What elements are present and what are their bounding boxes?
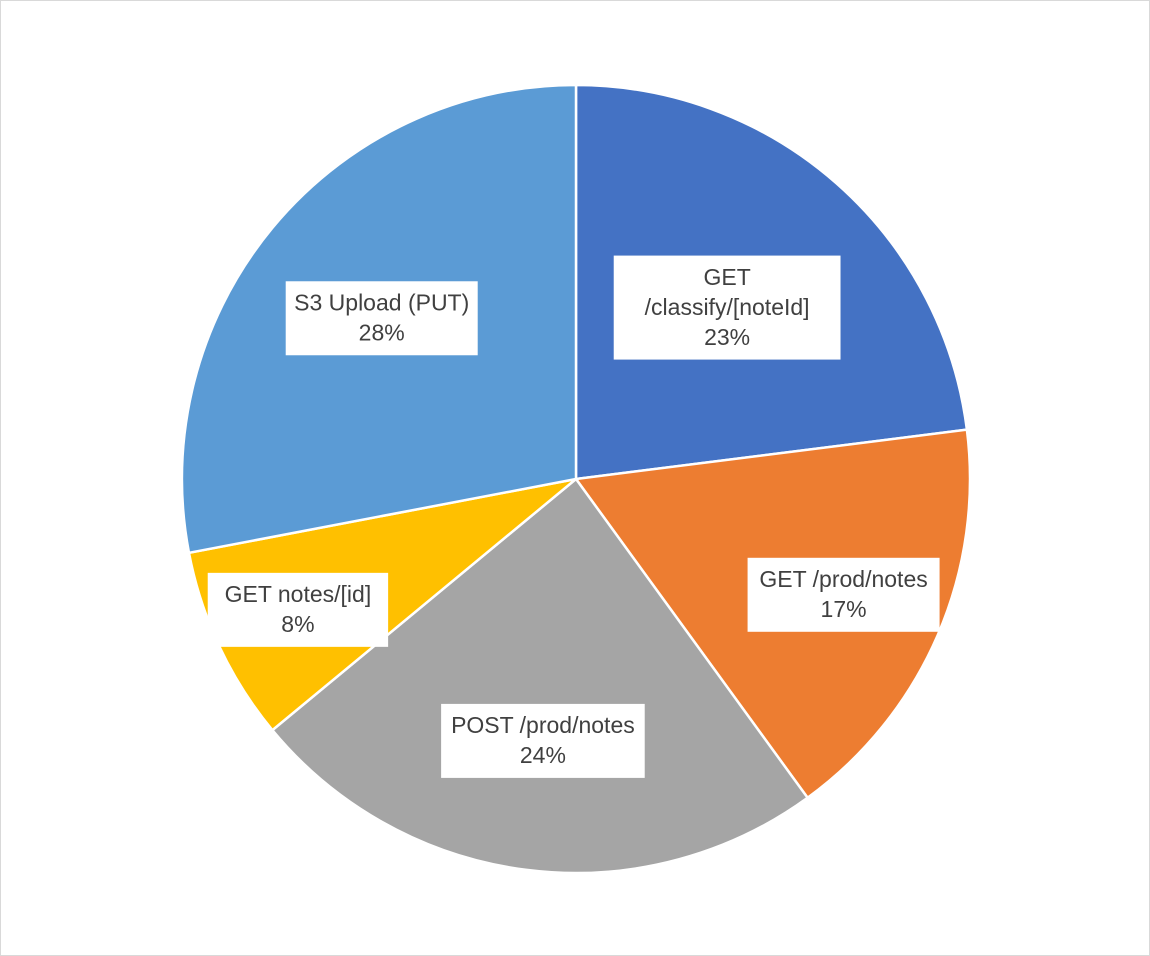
pie-slice-3 [270, 477, 810, 875]
data-label-percent: 17% [821, 596, 867, 622]
data-label-box [285, 281, 478, 356]
data-label-percent: 24% [520, 742, 566, 768]
data-label-category: /classify/[noteId] [645, 294, 810, 320]
data-label-5: S3 Upload (PUT) 28% [285, 281, 478, 356]
data-label-3: POST /prod/notes 24% [441, 703, 645, 778]
data-label-category: POST /prod/notes [451, 712, 635, 738]
data-label-category: S3 Upload (PUT) [294, 289, 469, 315]
data-label-box [613, 255, 841, 360]
data-label-box [441, 703, 645, 778]
data-label-1: GET/classify/[noteId] 23% [613, 255, 841, 360]
data-label-percent: 23% [704, 324, 750, 350]
data-label-box [747, 557, 940, 632]
data-label-percent: 28% [359, 319, 405, 345]
data-label-category: GET [703, 264, 750, 290]
data-label-4: GET notes/[id] 8% [207, 572, 389, 647]
data-label-category: GET notes/[id] [225, 581, 372, 607]
data-label-2: GET /prod/notes 17% [747, 557, 940, 632]
data-label-category: GET /prod/notes [759, 566, 927, 592]
data-labels: GET/classify/[noteId] 23% GET /prod/notes 1… [207, 255, 940, 778]
data-label-percent: 8% [281, 611, 314, 637]
data-label-box [207, 572, 389, 647]
